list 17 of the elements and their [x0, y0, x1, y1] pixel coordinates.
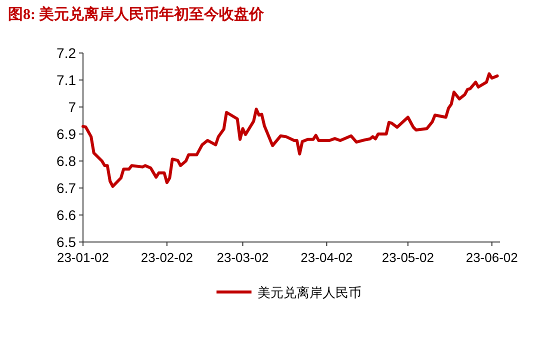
y-tick-label: 7 [68, 99, 76, 115]
y-tick-label: 6.7 [56, 180, 76, 196]
line-series [82, 72, 499, 188]
y-tick-label: 7.1 [56, 72, 76, 88]
y-tick-label: 6.8 [56, 153, 76, 169]
y-tick-label: 6.5 [56, 234, 76, 250]
x-tick-label: 23-06-02 [466, 250, 518, 265]
x-tick-label: 23-05-02 [382, 250, 434, 265]
legend-label: 美元兑离岸人民币 [258, 285, 362, 300]
x-tick-label: 23-03-02 [216, 250, 269, 265]
y-tick-label: 7.2 [56, 45, 76, 61]
y-tick-label: 6.9 [56, 126, 76, 142]
x-tick-label: 23-04-02 [300, 250, 353, 265]
x-tick-label: 23-02-02 [140, 250, 193, 265]
chart-title: 图8: 美元兑离岸人民币年初至今收盘价 [8, 5, 266, 23]
x-tick-label: 23-01-02 [56, 250, 110, 265]
y-tick-label: 6.6 [56, 207, 76, 223]
